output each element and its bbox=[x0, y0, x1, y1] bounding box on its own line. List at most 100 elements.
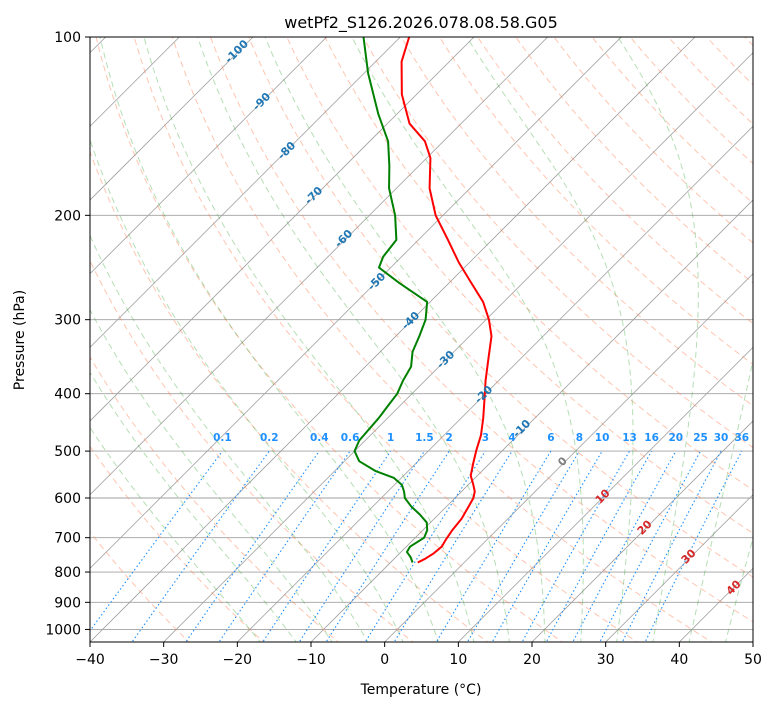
moist-adiabat-line bbox=[99, 37, 439, 642]
mixing-ratio-label: 36 bbox=[734, 432, 749, 444]
moist-adiabat-line bbox=[264, 37, 546, 642]
y-tick-label: 1000 bbox=[45, 622, 81, 638]
mixing-ratio-line bbox=[218, 450, 351, 642]
mixing-ratio-label: 1.5 bbox=[415, 432, 434, 444]
mixing-ratio-label: 10 bbox=[595, 432, 610, 444]
x-tick-label: 50 bbox=[744, 652, 762, 668]
dry-adiabat-line bbox=[477, 37, 753, 325]
plot-frame bbox=[89, 36, 754, 643]
isotherm-line bbox=[384, 273, 753, 642]
isotherm-line bbox=[90, 37, 622, 569]
dewpoint-profile-line bbox=[353, 37, 429, 563]
moist-adiabat-line bbox=[90, 308, 333, 642]
mixing-ratio-line bbox=[466, 450, 580, 642]
mixing-ratio-label: 2 bbox=[446, 432, 453, 444]
isotherm-line bbox=[605, 494, 753, 642]
y-tick-label: 600 bbox=[54, 491, 81, 507]
x-tick-label: 10 bbox=[449, 652, 467, 668]
dry-adiabat-line bbox=[90, 259, 414, 642]
mixing-ratio-label: 6 bbox=[547, 432, 554, 444]
mixing-ratio-line bbox=[364, 450, 486, 642]
x-tick-label: 40 bbox=[670, 652, 688, 668]
mixing-ratio-line bbox=[298, 450, 425, 642]
mixing-ratio-line bbox=[325, 450, 450, 642]
isotherm-line bbox=[90, 37, 401, 348]
dry-adiabat-line bbox=[324, 37, 753, 491]
x-tick-label: −20 bbox=[223, 652, 253, 668]
dry-adiabat-line bbox=[171, 37, 713, 642]
mixing-ratio-line bbox=[185, 450, 320, 642]
y-tick-label: 800 bbox=[54, 565, 81, 581]
mixing-ratio-line bbox=[572, 450, 677, 642]
moist-adiabat-line bbox=[725, 536, 753, 642]
dry-adiabat-line bbox=[248, 37, 753, 578]
dry-adiabat-line bbox=[95, 37, 564, 642]
mixing-ratio-label: 16 bbox=[644, 432, 659, 444]
moist-adiabat-line bbox=[90, 234, 369, 642]
moist-adiabat-line bbox=[197, 37, 510, 642]
mixing-ratio-line bbox=[621, 450, 722, 642]
x-tick-label: 0 bbox=[380, 652, 389, 668]
mixing-ratio-label: 20 bbox=[668, 432, 683, 444]
mixing-ratio-label: 0.1 bbox=[213, 432, 232, 444]
isotherm-line bbox=[90, 37, 696, 642]
isotherm-line bbox=[90, 37, 180, 127]
x-tick-label: −40 bbox=[75, 652, 105, 668]
dry-adiabat-line bbox=[133, 37, 638, 642]
x-tick-label: −30 bbox=[149, 652, 179, 668]
y-tick-label: 400 bbox=[54, 387, 81, 403]
mixing-ratio-line bbox=[599, 450, 702, 642]
dry-adiabat-line bbox=[90, 445, 265, 642]
moist-adiabat-line bbox=[617, 37, 699, 642]
isotherm-line bbox=[163, 52, 753, 642]
axis-layer: −40 −30 −20 −10 0 10 20 30 40 50 1000 900 800 700 600 5… bbox=[45, 30, 762, 668]
y-tick-label: 900 bbox=[54, 595, 81, 611]
isotherm-line bbox=[236, 125, 753, 642]
moist-adiabat-line bbox=[90, 138, 404, 642]
y-tick-label: 300 bbox=[54, 313, 81, 329]
isotherm-line bbox=[90, 37, 475, 422]
moist-adiabat-line bbox=[143, 37, 475, 642]
mixing-ratio-line bbox=[90, 450, 223, 632]
isotherm-line bbox=[457, 346, 753, 642]
moist-adiabat-line bbox=[351, 37, 584, 642]
data-layer bbox=[353, 37, 493, 564]
mixing-ratio-line bbox=[131, 450, 270, 642]
x-tick-label: 30 bbox=[597, 652, 615, 668]
mixing-ratio-label: 25 bbox=[693, 432, 708, 444]
mixing-ratio-label: 4 bbox=[508, 432, 515, 444]
x-tick-label: 20 bbox=[523, 652, 541, 668]
mixing-ratio-line bbox=[393, 450, 513, 642]
x-axis-label: Temperature (°C) bbox=[360, 682, 482, 698]
mixing-ratio-label: 30 bbox=[714, 432, 729, 444]
dry-adiabat-line bbox=[400, 37, 753, 407]
dry-adiabat-line bbox=[286, 37, 753, 534]
isotherm-line bbox=[310, 199, 753, 642]
dry-adiabat-line bbox=[362, 37, 753, 449]
moist-adiabat-line bbox=[90, 371, 297, 642]
mixing-ratio-label: 1 bbox=[387, 432, 394, 444]
moist-adiabat-line bbox=[466, 37, 634, 642]
mixing-ratio-label: 0.6 bbox=[341, 432, 360, 444]
grid-layer bbox=[90, 37, 753, 642]
mixing-ratio-label: 0.2 bbox=[260, 432, 279, 444]
mixing-ratio-label: 3 bbox=[482, 432, 489, 444]
isotherm-line bbox=[90, 37, 254, 201]
y-tick-label: 500 bbox=[54, 444, 81, 460]
y-tick-label: 100 bbox=[54, 30, 81, 46]
moist-adiabat-line bbox=[90, 426, 261, 642]
y-tick-label: 700 bbox=[54, 531, 81, 547]
dry-adiabat-line bbox=[439, 37, 753, 366]
y-tick-label: 200 bbox=[54, 208, 81, 224]
isotherm-line bbox=[90, 37, 549, 496]
dry-adiabat-line bbox=[90, 356, 339, 642]
dry-adiabat-line bbox=[210, 37, 753, 623]
mixing-ratio-line bbox=[262, 450, 392, 642]
moist-adiabat-line bbox=[688, 357, 753, 642]
isotherm-line bbox=[90, 37, 328, 275]
x-tick-label: −10 bbox=[296, 652, 326, 668]
y-axis-label: Pressure (hPa) bbox=[12, 290, 28, 390]
mixing-ratio-label: 8 bbox=[576, 432, 583, 444]
